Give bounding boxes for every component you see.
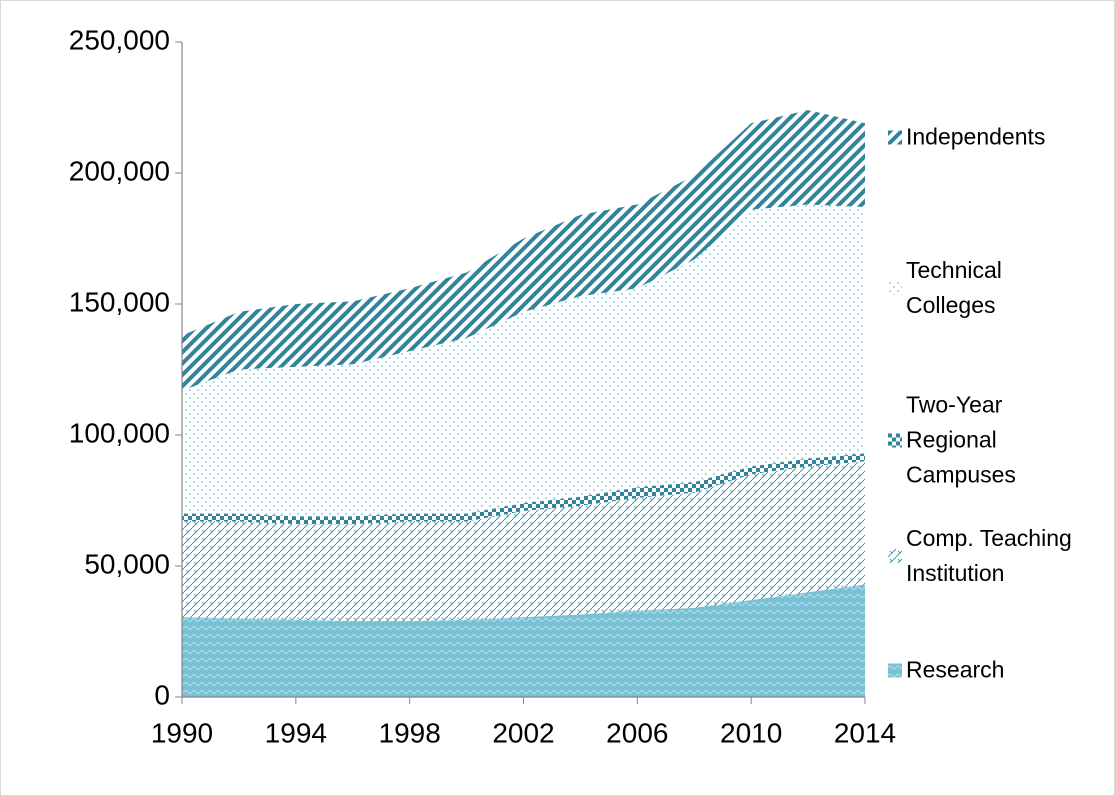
y-tick-label: 150,000	[69, 286, 170, 317]
x-tick-label: 1994	[265, 717, 327, 748]
legend-label: Two-Year Regional Campuses	[906, 391, 1016, 488]
x-tick-label: 1990	[151, 717, 213, 748]
y-tick-label: 250,000	[69, 24, 170, 55]
legend-item: Technical Colleges	[888, 253, 1108, 323]
y-tick-label: 0	[154, 679, 170, 710]
legend-item: Research	[888, 653, 1108, 688]
legend-swatch	[888, 433, 902, 447]
legend-item: Comp. Teaching Institution	[888, 521, 1108, 591]
x-tick-label: 2002	[492, 717, 554, 748]
x-tick-label: 2014	[834, 717, 896, 748]
area	[182, 584, 865, 697]
area	[182, 110, 865, 391]
area	[182, 453, 865, 525]
legend-swatch	[888, 130, 902, 144]
y-tick-label: 100,000	[69, 417, 170, 448]
legend-swatch	[888, 663, 902, 677]
legend-label: Comp. Teaching Institution	[906, 525, 1072, 586]
legend-item: Independents	[888, 120, 1108, 155]
legend-swatch	[888, 549, 902, 563]
legend-label: Technical Colleges	[906, 257, 1002, 318]
legend-swatch	[888, 281, 902, 295]
legend-item: Two-Year Regional Campuses	[888, 388, 1108, 493]
area	[182, 461, 865, 622]
y-tick-label: 200,000	[69, 155, 170, 186]
y-tick-label: 50,000	[84, 548, 170, 579]
legend-label: Independents	[906, 123, 1046, 150]
x-tick-label: 2010	[720, 717, 782, 748]
area	[182, 204, 865, 517]
legend-label: Research	[906, 656, 1005, 683]
x-tick-label: 2006	[606, 717, 668, 748]
x-tick-label: 1998	[379, 717, 441, 748]
